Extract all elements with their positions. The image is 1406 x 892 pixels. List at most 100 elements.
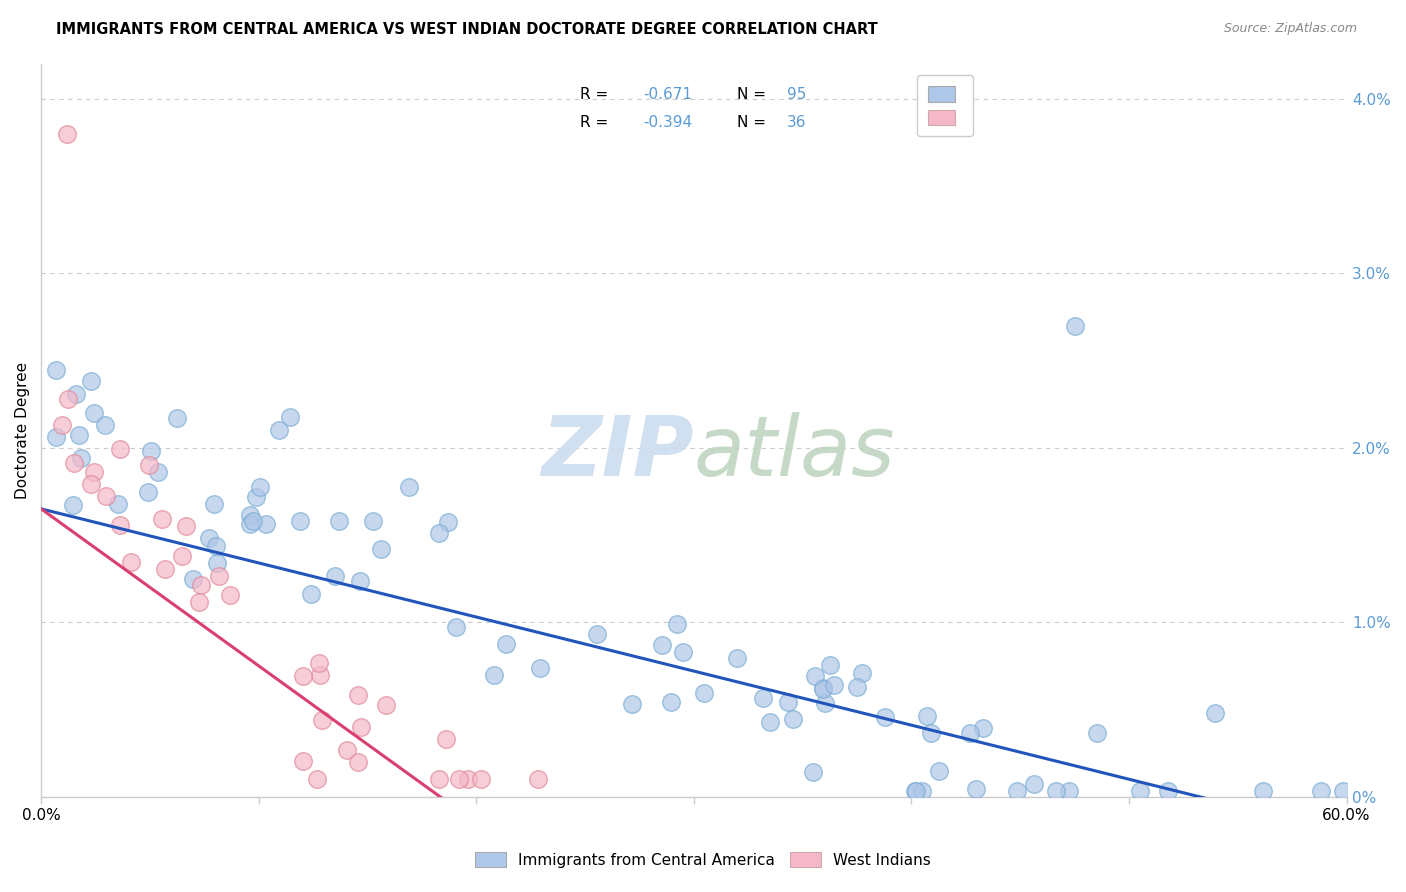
Point [207, 569, 229, 583]
Point [83, 465, 105, 479]
Point [94, 418, 117, 433]
Point [62, 498, 84, 512]
Point [323, 569, 346, 583]
Point [350, 720, 373, 734]
Point [45, 430, 67, 444]
Point [1085, 726, 1108, 740]
Point [291, 754, 314, 768]
Point [108, 518, 131, 533]
Point [482, 667, 505, 681]
Legend: Immigrants from Central America, West Indians: Immigrants from Central America, West In… [468, 844, 938, 875]
Point [249, 480, 271, 494]
Point [239, 516, 262, 531]
Point [278, 410, 301, 425]
Point [336, 743, 359, 757]
Point [309, 668, 332, 682]
Point [804, 669, 827, 683]
Text: 36: 36 [786, 115, 806, 130]
Point [846, 680, 869, 694]
Point [172, 549, 194, 564]
Point [665, 617, 688, 632]
Point [398, 480, 420, 494]
Point [45, 363, 67, 377]
Point [136, 485, 159, 500]
Point [239, 508, 262, 522]
Point [823, 677, 845, 691]
Point [361, 515, 384, 529]
Text: ZIP: ZIP [541, 412, 693, 493]
Text: Source: ZipAtlas.com: Source: ZipAtlas.com [1223, 22, 1357, 36]
Point [188, 595, 211, 609]
Point [166, 411, 188, 425]
Point [1057, 784, 1080, 798]
Point [437, 515, 460, 529]
Point [1005, 784, 1028, 798]
Point [725, 651, 748, 665]
Point [346, 755, 368, 769]
Point [672, 645, 695, 659]
Point [347, 689, 370, 703]
Point [692, 686, 714, 700]
Point [328, 514, 350, 528]
Point [659, 695, 682, 709]
Point [65, 387, 87, 401]
Point [197, 531, 219, 545]
Point [782, 712, 804, 726]
Point [1251, 784, 1274, 798]
Y-axis label: Doctorate Degree: Doctorate Degree [15, 362, 30, 499]
Point [585, 626, 607, 640]
Point [1045, 784, 1067, 798]
Point [1331, 784, 1354, 798]
Text: R =: R = [581, 87, 613, 103]
Point [349, 574, 371, 588]
Point [139, 443, 162, 458]
Point [83, 406, 105, 420]
Point [202, 497, 225, 511]
Point [811, 681, 834, 695]
Point [1063, 318, 1085, 333]
Point [269, 423, 291, 437]
Point [370, 542, 392, 557]
Text: N =: N = [737, 87, 770, 103]
Point [527, 772, 550, 787]
Point [457, 772, 479, 787]
Point [67, 428, 90, 442]
Point [965, 781, 987, 796]
Point [1309, 784, 1331, 798]
Point [1157, 784, 1180, 798]
Point [308, 657, 330, 671]
Point [51, 418, 73, 433]
Point [811, 682, 834, 697]
Point [651, 638, 673, 652]
Point [80, 374, 103, 388]
Point [138, 458, 160, 473]
Point [153, 562, 176, 576]
Point [429, 772, 451, 787]
Point [959, 726, 981, 740]
Point [56, 392, 79, 406]
Point [759, 715, 782, 730]
Text: N =: N = [737, 115, 770, 130]
Point [873, 710, 896, 724]
Point [905, 784, 928, 798]
Point [190, 577, 212, 591]
Point [813, 696, 835, 710]
Point [181, 572, 204, 586]
Point [56, 127, 79, 141]
Text: -0.671: -0.671 [643, 87, 692, 103]
Point [107, 496, 129, 510]
Text: atlas: atlas [693, 412, 896, 493]
Point [311, 713, 333, 727]
Point [915, 708, 938, 723]
Point [444, 620, 467, 634]
Point [470, 772, 492, 787]
Point [427, 526, 450, 541]
Point [120, 555, 142, 569]
Point [174, 519, 197, 533]
Point [851, 666, 873, 681]
Point [94, 489, 117, 503]
Point [205, 539, 228, 553]
Point [1204, 706, 1226, 720]
Point [803, 765, 825, 780]
Point [110, 442, 132, 456]
